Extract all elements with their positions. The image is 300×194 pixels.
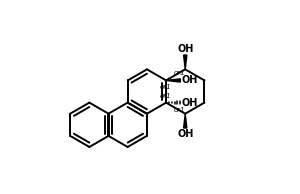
Polygon shape (166, 79, 180, 82)
Polygon shape (184, 114, 187, 128)
Text: OH: OH (177, 44, 194, 54)
Text: OH: OH (182, 98, 198, 108)
Text: OH: OH (182, 75, 198, 85)
Text: or1: or1 (174, 107, 185, 113)
Text: or1: or1 (160, 84, 172, 90)
Text: OH: OH (177, 129, 194, 139)
Text: or1: or1 (160, 93, 172, 99)
Text: or1: or1 (174, 70, 185, 76)
Polygon shape (184, 55, 187, 69)
